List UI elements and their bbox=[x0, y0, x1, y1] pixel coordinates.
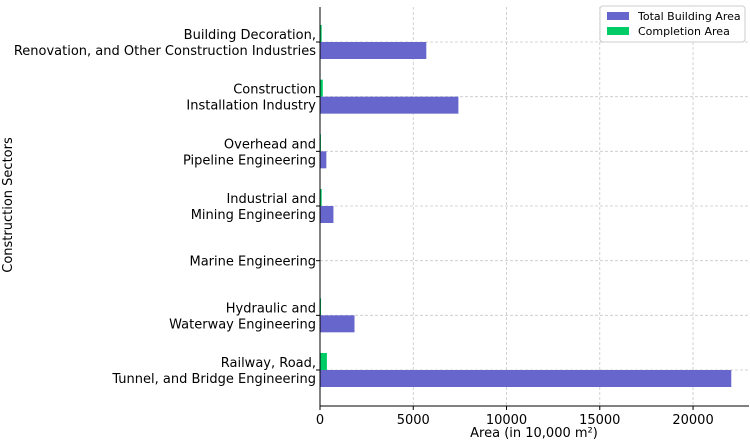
category-label-line: Installation Industry bbox=[186, 99, 316, 114]
category-label-line: Waterway Engineering bbox=[169, 317, 316, 332]
bar-completion-area-hydraulic-and-waterway-engineering bbox=[320, 298, 322, 316]
category-label-line: Mining Engineering bbox=[191, 208, 316, 223]
bar-total-building-area-construction-installation-industry bbox=[320, 96, 459, 114]
bar-completion-area-construction-installation-industry bbox=[320, 79, 323, 97]
category-label-marine-engineering: Marine Engineering bbox=[189, 255, 316, 270]
category-label-railway-road-tunnel-and-bridge-engineering: Railway, Road, Tunnel, and Bridge Enginee… bbox=[111, 356, 316, 387]
category-label-line: Industrial and bbox=[226, 192, 316, 207]
bar-total-building-area-building-decoration-renovation-and-other-construction-industries bbox=[320, 42, 427, 59]
y-axis-title: Construction Sectors bbox=[1, 137, 16, 273]
category-label-overhead-and-pipeline-engineering: Overhead and Pipeline Engineering bbox=[183, 137, 316, 168]
category-label-line: Railway, Road, bbox=[221, 356, 316, 371]
category-label-line: Marine Engineering bbox=[189, 255, 316, 270]
x-tick-layer: 0 5000 10000 15000 20000 bbox=[316, 41, 714, 428]
legend-swatch-completion-area bbox=[607, 27, 629, 35]
bar-layer bbox=[320, 25, 732, 387]
grid-layer bbox=[319, 7, 749, 406]
category-label-industrial-and-mining-engineering: Industrial and Mining Engineering bbox=[191, 192, 316, 223]
x-tick-label: 20000 bbox=[672, 413, 713, 428]
category-label-building-decoration-renovation-and-other-construction-industries: Building Decoration, Renovation, and Othe… bbox=[14, 28, 316, 59]
x-axis-title: Area (in 10,000 m²) bbox=[470, 426, 598, 441]
category-label-construction-installation-industry: Construction Installation Industry bbox=[186, 83, 316, 114]
legend-label-completion-area: Completion Area bbox=[638, 25, 730, 38]
legend-label-total-building-area: Total Building Area bbox=[637, 10, 741, 23]
category-label-line: Overhead and bbox=[224, 137, 316, 152]
bar-completion-area-building-decoration-renovation-and-other-construction-industries bbox=[320, 25, 322, 42]
category-label-line: Construction bbox=[233, 83, 316, 98]
bar-total-building-area-industrial-and-mining-engineering bbox=[320, 206, 334, 223]
category-label-layer: Railway, Road, Tunnel, and Bridge Enginee… bbox=[14, 28, 316, 387]
legend: Total Building Area Completion Area bbox=[599, 5, 746, 43]
category-label-line: Pipeline Engineering bbox=[183, 153, 316, 168]
x-tick-label: 5000 bbox=[397, 413, 430, 428]
axis-layer bbox=[319, 7, 749, 407]
bar-completion-area-industrial-and-mining-engineering bbox=[320, 189, 322, 206]
category-label-line: Hydraulic and bbox=[226, 301, 316, 316]
bar-total-building-area-overhead-and-pipeline-engineering bbox=[320, 151, 327, 169]
category-label-hydraulic-and-waterway-engineering: Hydraulic and Waterway Engineering bbox=[169, 301, 316, 332]
bar-total-building-area-hydraulic-and-waterway-engineering bbox=[320, 315, 355, 333]
legend-swatch-total-building-area bbox=[607, 12, 629, 20]
x-tick-label: 0 bbox=[316, 413, 324, 428]
x-tick-label: 10000 bbox=[486, 413, 527, 428]
bar-total-building-area-railway-road-tunnel-and-bridge-engineering bbox=[320, 370, 732, 387]
legend-frame bbox=[599, 5, 746, 43]
bar-completion-area-railway-road-tunnel-and-bridge-engineering bbox=[320, 353, 327, 370]
category-label-line: Tunnel, and Bridge Engineering bbox=[111, 372, 316, 387]
x-tick-label: 15000 bbox=[579, 413, 620, 428]
category-label-line: Renovation, and Other Construction Indus… bbox=[14, 44, 316, 59]
category-label-line: Building Decoration, bbox=[184, 28, 316, 43]
